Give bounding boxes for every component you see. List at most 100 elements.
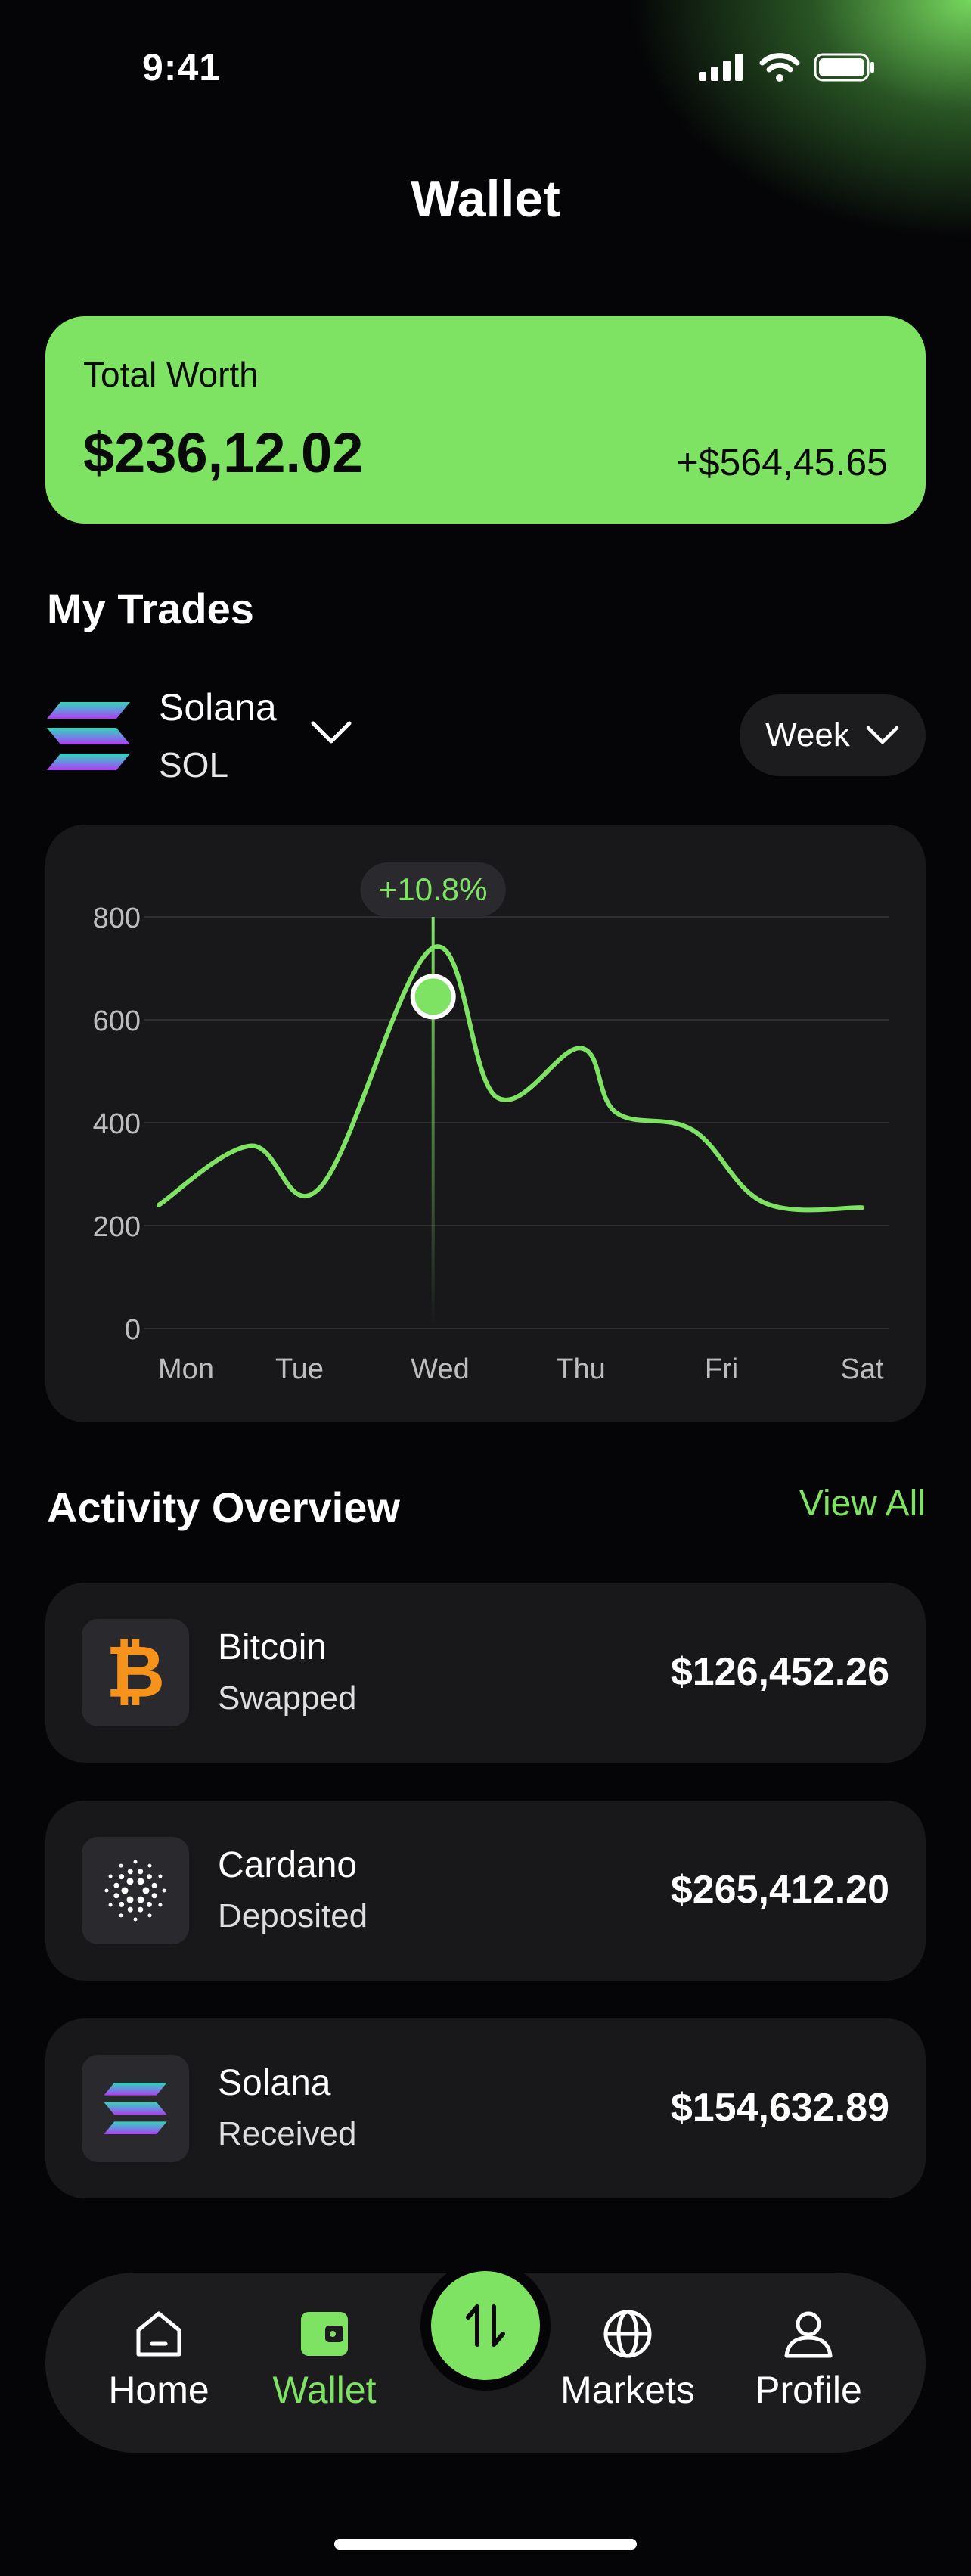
y-tick-label: 200 (93, 1211, 141, 1243)
cardano-dot (126, 1878, 134, 1885)
activity-name: Cardano (218, 1845, 358, 1885)
wallet-icon (301, 2312, 348, 2356)
cardano-dot (119, 1874, 125, 1880)
cardano-dot (146, 1874, 152, 1880)
trades-chart[interactable]: 0 200 400 600 800 Mon Tue Wed Thu Fri Sat +10.8% (45, 825, 926, 1422)
nav-item-profile[interactable]: Profile (744, 2307, 873, 2412)
y-tick-label: 600 (93, 1005, 141, 1037)
x-tick-label: Fri (705, 1353, 738, 1385)
activity-amount: $154,632.89 (670, 2086, 889, 2130)
cardano-dot (108, 1903, 113, 1907)
activity-icon-box: ₿ (82, 1619, 189, 1726)
cardano-dot (119, 1901, 125, 1907)
cardano-icon (104, 1860, 166, 1922)
highlight-line (431, 917, 435, 1325)
cardano-dot (108, 1874, 113, 1878)
x-tick-label: Thu (556, 1353, 605, 1385)
view-all-link[interactable]: View All (799, 1484, 926, 1524)
cardano-dot (146, 1901, 152, 1907)
activity-title: Activity Overview (47, 1484, 400, 1531)
activity-status: Received (218, 2115, 357, 2152)
activity-status: Swapped (218, 1680, 357, 1717)
status-icons (699, 53, 876, 82)
y-tick-label: 400 (93, 1108, 141, 1140)
cardano-dot (151, 1882, 157, 1888)
swap-arrows-icon (466, 2304, 505, 2347)
series-line (157, 944, 864, 1213)
x-tick-label: Mon (158, 1353, 214, 1385)
total-worth-label: Total Worth (83, 355, 259, 394)
activity-amount: $126,452.26 (670, 1650, 889, 1694)
cardano-dot (162, 1888, 166, 1893)
activity-amount: $265,412.20 (670, 1868, 889, 1912)
status-time: 9:41 (142, 46, 222, 89)
activity-name: Solana (218, 2063, 331, 2103)
highlight-label: +10.8% (379, 872, 488, 907)
cardano-dot (142, 1887, 150, 1894)
cardano-dot (158, 1903, 163, 1907)
nav-item-home[interactable]: Home (106, 2307, 212, 2412)
period-label: Week (765, 716, 850, 754)
cardano-dot (158, 1874, 163, 1878)
chevron-down-icon[interactable] (309, 717, 354, 747)
nav-label-markets: Markets (560, 2369, 695, 2411)
highlight-point (410, 974, 456, 1020)
x-tick-label: Wed (411, 1353, 469, 1385)
chevron-down-icon (866, 726, 899, 744)
home-icon (136, 2311, 181, 2357)
swap-button[interactable] (431, 2271, 540, 2380)
nav-label-profile: Profile (755, 2369, 862, 2411)
nav-item-wallet[interactable]: Wallet (268, 2307, 381, 2412)
cardano-dot (133, 1860, 138, 1864)
page-title: Wallet (411, 170, 560, 228)
battery-icon (814, 53, 874, 82)
cardano-dot (113, 1893, 119, 1899)
nav-label-home: Home (108, 2369, 209, 2411)
activity-item-solana[interactable]: Solana Received $154,632.89 (45, 2018, 926, 2198)
x-tick-label: Tue (275, 1353, 324, 1385)
nav-item-markets[interactable]: Markets (552, 2307, 703, 2412)
solana-icon[interactable] (47, 702, 130, 770)
cardano-dot (119, 1863, 123, 1868)
signal-icon (699, 54, 743, 81)
total-worth-value: $236,12.02 (83, 421, 364, 484)
cardano-dot (151, 1893, 157, 1899)
period-select[interactable]: Week (740, 694, 926, 776)
activity-icon-box (82, 2055, 189, 2162)
nav-label-wallet: Wallet (272, 2369, 377, 2411)
activity-icon-box (82, 1837, 189, 1944)
activity-status: Deposited (218, 1897, 368, 1934)
activity-item-cardano[interactable]: Cardano Deposited $265,412.20 (45, 1801, 926, 1981)
cardano-dot (137, 1896, 144, 1903)
svg-text:₿: ₿ (106, 1636, 165, 1709)
activity-item-bitcoin[interactable]: ₿ Bitcoin Swapped $126,452.26 (45, 1583, 926, 1763)
y-tick-label: 0 (125, 1314, 141, 1346)
cardano-dot (137, 1878, 144, 1885)
cardano-dot (138, 1869, 144, 1875)
cardano-dot (121, 1887, 129, 1894)
trades-chart-card: 0 200 400 600 800 Mon Tue Wed Thu Fri Sat +10.8% (45, 825, 926, 1422)
cardano-dot (147, 1863, 152, 1868)
cardano-dot (119, 1913, 123, 1918)
coin-ticker[interactable]: SOL (159, 745, 229, 785)
cardano-dot (138, 1906, 144, 1913)
total-worth-change: +$564,45.65 (676, 441, 888, 483)
cardano-dot (133, 1917, 138, 1922)
home-indicator (334, 2539, 637, 2550)
solana-icon (104, 2083, 167, 2134)
activity-name: Bitcoin (218, 1627, 327, 1667)
y-tick-label: 800 (93, 903, 141, 934)
globe-icon (603, 2310, 652, 2358)
wifi-icon (759, 53, 800, 82)
cardano-dot (104, 1888, 109, 1893)
cardano-dot (147, 1913, 152, 1918)
x-tick-label: Sat (840, 1353, 883, 1385)
coin-name[interactable]: Solana (159, 686, 277, 729)
cardano-dot (113, 1882, 119, 1888)
my-trades-title: My Trades (47, 585, 254, 632)
cardano-dot (127, 1906, 133, 1913)
highlight-label-pill (360, 862, 506, 917)
bitcoin-icon: ₿ (106, 1636, 165, 1709)
profile-icon (784, 2311, 833, 2358)
cardano-dot (126, 1896, 134, 1903)
